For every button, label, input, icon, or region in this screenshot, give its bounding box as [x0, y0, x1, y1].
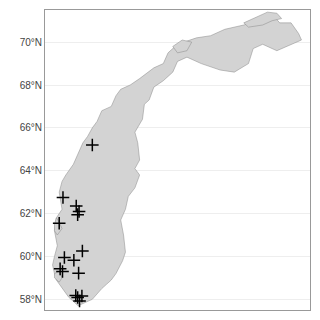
svg-text:58°N: 58°N	[20, 294, 42, 305]
svg-text:62°N: 62°N	[20, 208, 42, 219]
svg-text:70°N: 70°N	[20, 37, 42, 48]
svg-text:66°N: 66°N	[20, 122, 42, 133]
svg-text:68°N: 68°N	[20, 80, 42, 91]
svg-text:60°N: 60°N	[20, 251, 42, 262]
svg-text:64°N: 64°N	[20, 165, 42, 176]
